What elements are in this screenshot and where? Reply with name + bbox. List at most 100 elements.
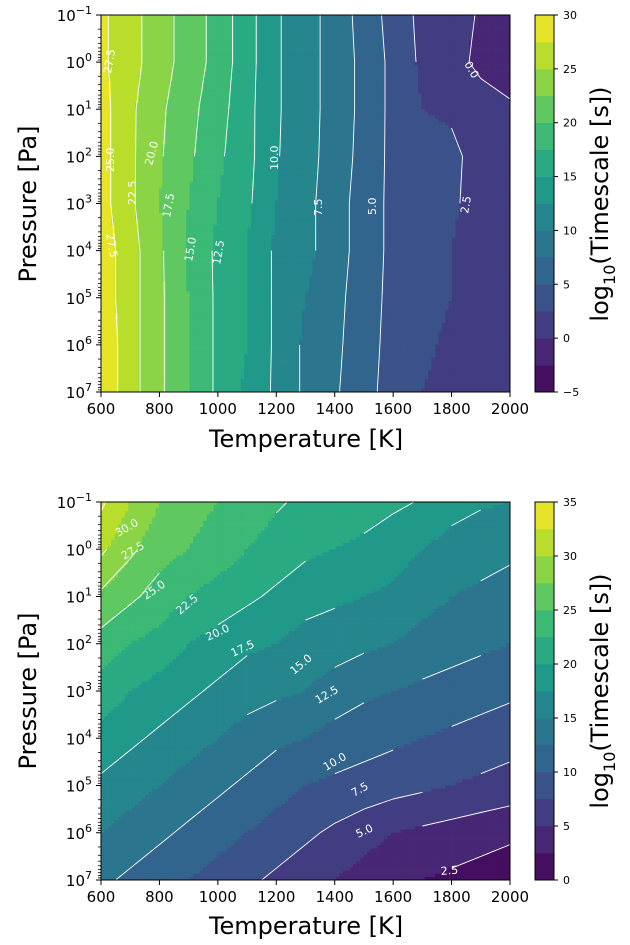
contour-cell — [118, 106, 122, 110]
contour-cell — [128, 106, 133, 110]
contour-cell — [356, 143, 361, 148]
contour-cell — [148, 87, 153, 91]
contour-cell — [199, 124, 204, 129]
contour-cell — [237, 77, 242, 82]
contour-cell — [288, 71, 293, 76]
contour-cell — [254, 118, 259, 123]
contour-cell — [233, 71, 238, 76]
contour-cell — [448, 96, 453, 101]
contour-cell — [448, 30, 453, 35]
contour-cell — [373, 36, 378, 41]
contour-cell — [213, 46, 218, 50]
contour-cell — [135, 80, 139, 85]
contour-cell — [407, 131, 412, 135]
contour-cell — [101, 15, 105, 19]
contour-cell — [452, 109, 456, 113]
contour-cell — [264, 27, 269, 32]
contour-cell — [107, 134, 112, 138]
contour-cell — [424, 80, 429, 85]
contour-cell — [397, 21, 402, 25]
contour-cell — [193, 52, 197, 57]
contour-cell — [489, 24, 494, 28]
contour-cell — [363, 118, 368, 123]
contour-cell — [308, 134, 313, 138]
contour-cell — [503, 140, 507, 145]
contour-cell — [288, 109, 293, 113]
contour-cell — [394, 109, 398, 113]
contour-cell — [165, 84, 170, 88]
contour-cell — [373, 106, 378, 110]
contour-cell — [496, 46, 501, 50]
contour-cell — [158, 99, 163, 104]
contour-cell — [261, 84, 265, 88]
contour-cell — [356, 52, 361, 57]
contour-cell — [394, 131, 398, 135]
contour-cell — [227, 90, 231, 94]
contour-cell — [152, 137, 156, 142]
contour-cell — [475, 33, 480, 38]
contour-cell — [489, 40, 494, 44]
contour-cell — [438, 106, 443, 110]
contour-cell — [486, 21, 490, 25]
contour-cell — [390, 134, 395, 138]
contour-cell — [114, 49, 119, 54]
contour-cell — [448, 109, 453, 113]
contour-cell — [431, 52, 436, 57]
contour-cell — [370, 30, 375, 35]
contour-cell — [400, 84, 405, 88]
contour-cell — [489, 77, 494, 82]
contour-cell — [175, 93, 180, 98]
contour-cell — [322, 124, 327, 129]
contour-cell — [455, 49, 460, 54]
contour-cell — [220, 68, 225, 72]
contour-cell — [193, 46, 197, 50]
contour-cell — [458, 18, 463, 22]
contour-cell — [366, 118, 371, 123]
contour-cell — [308, 115, 313, 120]
contour-cell — [172, 137, 177, 142]
contour-cell — [138, 124, 143, 129]
contour-cell — [118, 27, 122, 32]
contour-cell — [227, 65, 231, 69]
contour-cell — [230, 84, 235, 88]
contour-cell — [336, 36, 340, 41]
contour-cell — [175, 46, 180, 50]
contour-cell — [370, 65, 375, 69]
contour-cell — [356, 93, 361, 98]
contour-cell — [482, 134, 487, 138]
contour-cell — [455, 112, 460, 116]
contour-cell — [165, 118, 170, 123]
contour-cell — [435, 24, 439, 28]
contour-cell — [319, 24, 323, 28]
contour-cell — [414, 40, 419, 44]
contour-cell — [400, 106, 405, 110]
contour-cell — [182, 128, 187, 132]
contour-cell — [162, 18, 167, 22]
contour-cell — [332, 124, 337, 129]
contour-cell — [394, 15, 398, 19]
contour-cell — [421, 46, 426, 50]
contour-cell — [237, 131, 242, 135]
contour-cell — [417, 18, 422, 22]
contour-cell — [206, 40, 211, 44]
contour-cell — [377, 121, 381, 126]
contour-cell — [152, 87, 156, 91]
contour-cell — [489, 80, 494, 85]
contour-cell — [199, 80, 204, 85]
contour-cell — [424, 96, 429, 101]
contour-cell — [158, 106, 163, 110]
contour-cell — [479, 27, 484, 32]
contour-cell — [366, 121, 371, 126]
contour-cell — [332, 68, 337, 72]
contour-cell — [268, 58, 272, 63]
contour-cell — [506, 58, 511, 63]
contour-cell — [363, 87, 368, 91]
contour-cell — [148, 80, 153, 85]
contour-cell — [342, 90, 347, 94]
contour-cell — [298, 140, 303, 145]
contour-cell — [387, 30, 392, 35]
contour-cell — [206, 62, 211, 66]
contour-cell — [319, 106, 323, 110]
contour-cell — [475, 115, 480, 120]
contour-cell — [121, 68, 126, 72]
